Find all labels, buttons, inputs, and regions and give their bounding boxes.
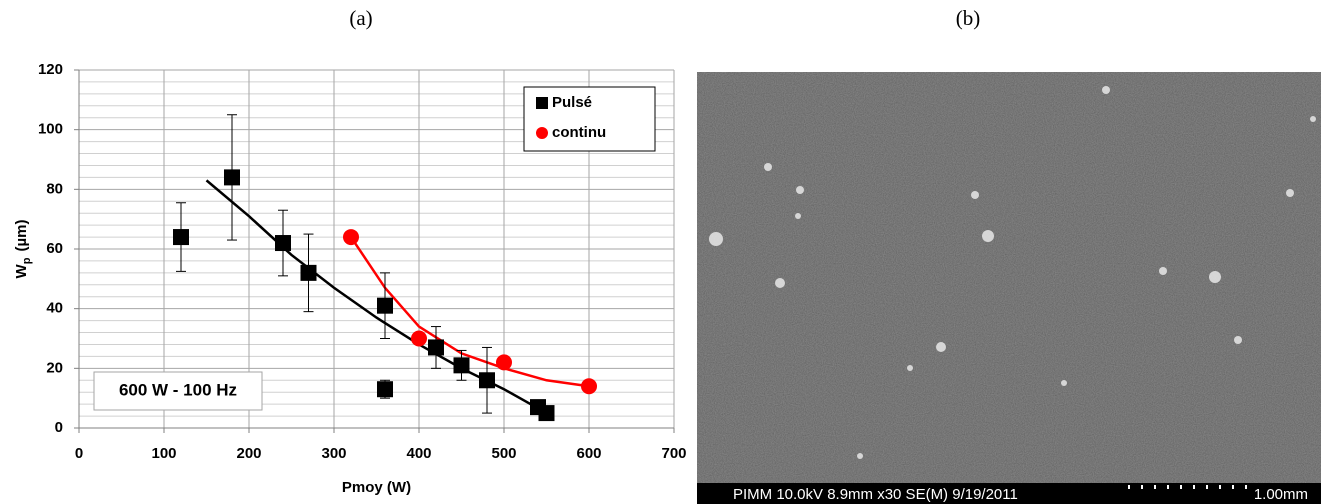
y-tick-label: 0: [55, 419, 63, 436]
caption-bar: [697, 483, 1321, 504]
marker: [536, 127, 548, 139]
marker: [411, 330, 427, 347]
legend-label: Pulsé: [552, 94, 592, 111]
legend-label: continu: [552, 124, 606, 141]
x-tick-label: 400: [406, 445, 431, 462]
x-axis-label: Pmoy (W): [342, 479, 411, 496]
marker: [224, 169, 240, 186]
y-tick-label: 80: [46, 180, 63, 197]
y-tick-label: 100: [38, 121, 63, 138]
marker: [428, 339, 444, 356]
x-tick-label: 300: [321, 445, 346, 462]
y-tick-label: 120: [38, 61, 63, 78]
sem-caption: PIMM 10.0kV 8.9mm x30 SE(M) 9/19/2011: [733, 486, 1018, 503]
sem-image: PIMM 10.0kV 8.9mm x30 SE(M) 9/19/2011 1.…: [697, 72, 1321, 504]
y-tick-label: 40: [46, 300, 63, 317]
marker: [453, 357, 470, 374]
y-label-main: W: [13, 263, 30, 278]
marker: [377, 381, 393, 398]
marker: [538, 405, 555, 422]
marker: [300, 264, 317, 281]
x-tick-label: 200: [236, 445, 261, 462]
y-axis-label: Wp (µm): [13, 220, 33, 279]
marker: [173, 229, 189, 246]
sem-particles: [709, 86, 1316, 459]
scale-label: 1.00mm: [1254, 486, 1308, 503]
panel-label: (b): [956, 6, 981, 30]
annotation-box: [93, 371, 263, 411]
marker: [536, 97, 548, 109]
y-label-sub: p: [21, 257, 33, 264]
marker: [581, 378, 597, 395]
annotation: 600 W - 100 Hz: [119, 380, 237, 399]
marker: [479, 372, 495, 389]
scale-bar: [1128, 485, 1247, 489]
plot-area: 0 20 40 60 80 100 120 0 100 200 300 400 500 600 700 Pmo…: [13, 61, 687, 496]
marker: [275, 235, 291, 252]
x-tick-label: 600: [576, 445, 601, 462]
x-tick-label: 700: [661, 445, 686, 462]
y-tick-label: 20: [46, 359, 63, 376]
y-tick-label: 60: [46, 240, 63, 257]
y-label-unit: (µm): [13, 220, 30, 252]
marker: [377, 297, 393, 314]
marker: [496, 354, 512, 371]
sem-background: [697, 72, 1321, 504]
marker: [343, 229, 359, 246]
x-tick-label: 0: [75, 445, 83, 462]
x-tick-label: 500: [491, 445, 516, 462]
panel-label: (a): [349, 6, 372, 30]
x-tick-label: 100: [151, 445, 176, 462]
